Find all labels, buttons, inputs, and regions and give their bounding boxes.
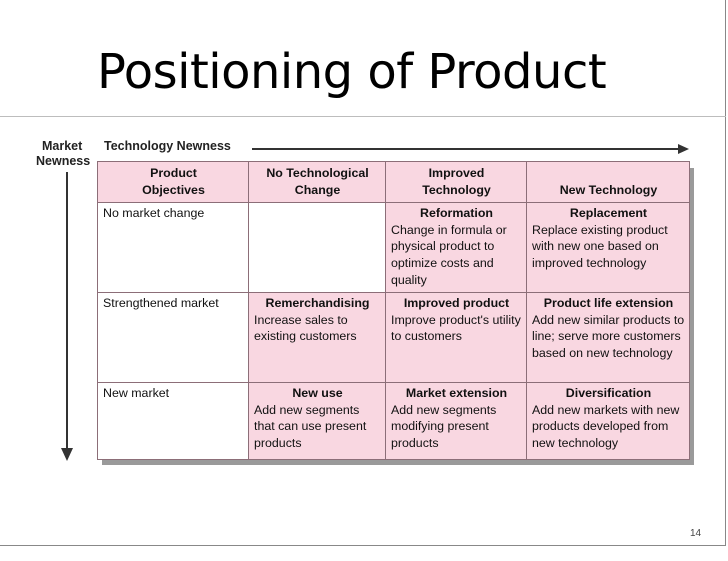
cell-text: Improve product's utility to customers bbox=[391, 312, 521, 344]
matrix-cell-new-use: New use Add new segments that can use pr… bbox=[248, 382, 386, 460]
header-text: Product bbox=[150, 166, 197, 181]
technology-newness-label: Technology Newness bbox=[104, 139, 231, 153]
market-newness-label: Market Newness bbox=[36, 139, 90, 169]
matrix-cell-product-life-extension: Product life extension Add new similar p… bbox=[526, 292, 690, 383]
matrix-cell-reformation: Reformation Change in formula or physica… bbox=[385, 202, 527, 293]
market-newness-label-line1: Market bbox=[42, 139, 83, 153]
market-newness-label-line2: Newness bbox=[36, 154, 91, 168]
cell-text: Change in formula or physical product to… bbox=[391, 222, 507, 287]
header-product-objectives: Product Objectives bbox=[97, 161, 249, 203]
matrix-cell-empty bbox=[248, 202, 386, 293]
slide-title: Positioning of Product bbox=[97, 44, 607, 100]
cell-title: Remerchandising bbox=[265, 296, 370, 310]
positioning-matrix: Product Objectives No Technological Chan… bbox=[97, 161, 690, 460]
page-number: 14 bbox=[690, 528, 702, 539]
table-header-row: Product Objectives No Technological Chan… bbox=[97, 161, 690, 203]
row-label-strengthened-market: Strengthened market bbox=[97, 292, 249, 383]
cell-title: Diversification bbox=[565, 386, 652, 400]
cell-title: Product life extension bbox=[543, 296, 674, 310]
market-newness-arrow bbox=[66, 172, 68, 450]
header-text: Technology bbox=[422, 183, 491, 197]
cell-title: Market extension bbox=[405, 386, 508, 400]
header-no-technological-change: No Technological Change bbox=[248, 161, 386, 203]
title-divider bbox=[0, 116, 726, 117]
matrix-cell-diversification: Diversification Add new markets with new… bbox=[526, 382, 690, 460]
cell-text: Replace existing product with new one ba… bbox=[532, 222, 668, 271]
header-text: Objectives bbox=[142, 183, 205, 197]
cell-text: Add new segments that can use present pr… bbox=[254, 402, 367, 451]
slide: Positioning of Product Market Newness Te… bbox=[0, 0, 726, 546]
technology-newness-arrow bbox=[252, 148, 680, 150]
cell-text: Add new similar products to line; serve … bbox=[532, 312, 685, 361]
row-label-new-market: New market bbox=[97, 382, 249, 460]
cell-title: Replacement bbox=[569, 206, 648, 220]
cell-text: Add new markets with new products develo… bbox=[532, 402, 680, 451]
header-new-technology: New Technology bbox=[526, 161, 690, 203]
header-text: Improved bbox=[428, 166, 485, 181]
table-row: No market change Reformation Change in f… bbox=[97, 202, 690, 293]
cell-text: Add new segments modifying present produ… bbox=[391, 402, 497, 451]
cell-title: New use bbox=[292, 386, 343, 400]
technology-arrow-head-icon bbox=[678, 144, 689, 154]
row-label-no-market-change: No market change bbox=[97, 202, 249, 293]
table-row: New market New use Add new segments that… bbox=[97, 382, 690, 460]
header-text: No Technological bbox=[266, 166, 369, 181]
header-text: Change bbox=[294, 183, 341, 197]
table-row: Strengthened market Remerchandising Incr… bbox=[97, 292, 690, 383]
matrix-cell-market-extension: Market extension Add new segments modify… bbox=[385, 382, 527, 460]
header-improved-technology: Improved Technology bbox=[385, 161, 527, 203]
cell-title: Improved product bbox=[403, 296, 510, 310]
header-text: New Technology bbox=[559, 183, 658, 198]
matrix-cell-remerchandising: Remerchandising Increase sales to existi… bbox=[248, 292, 386, 383]
cell-text: Increase sales to existing customers bbox=[254, 312, 357, 344]
matrix-cell-improved-product: Improved product Improve product's utili… bbox=[385, 292, 527, 383]
cell-title: Reformation bbox=[420, 206, 493, 220]
market-arrow-head-icon bbox=[61, 448, 73, 461]
matrix-cell-replacement: Replacement Replace existing product wit… bbox=[526, 202, 690, 293]
